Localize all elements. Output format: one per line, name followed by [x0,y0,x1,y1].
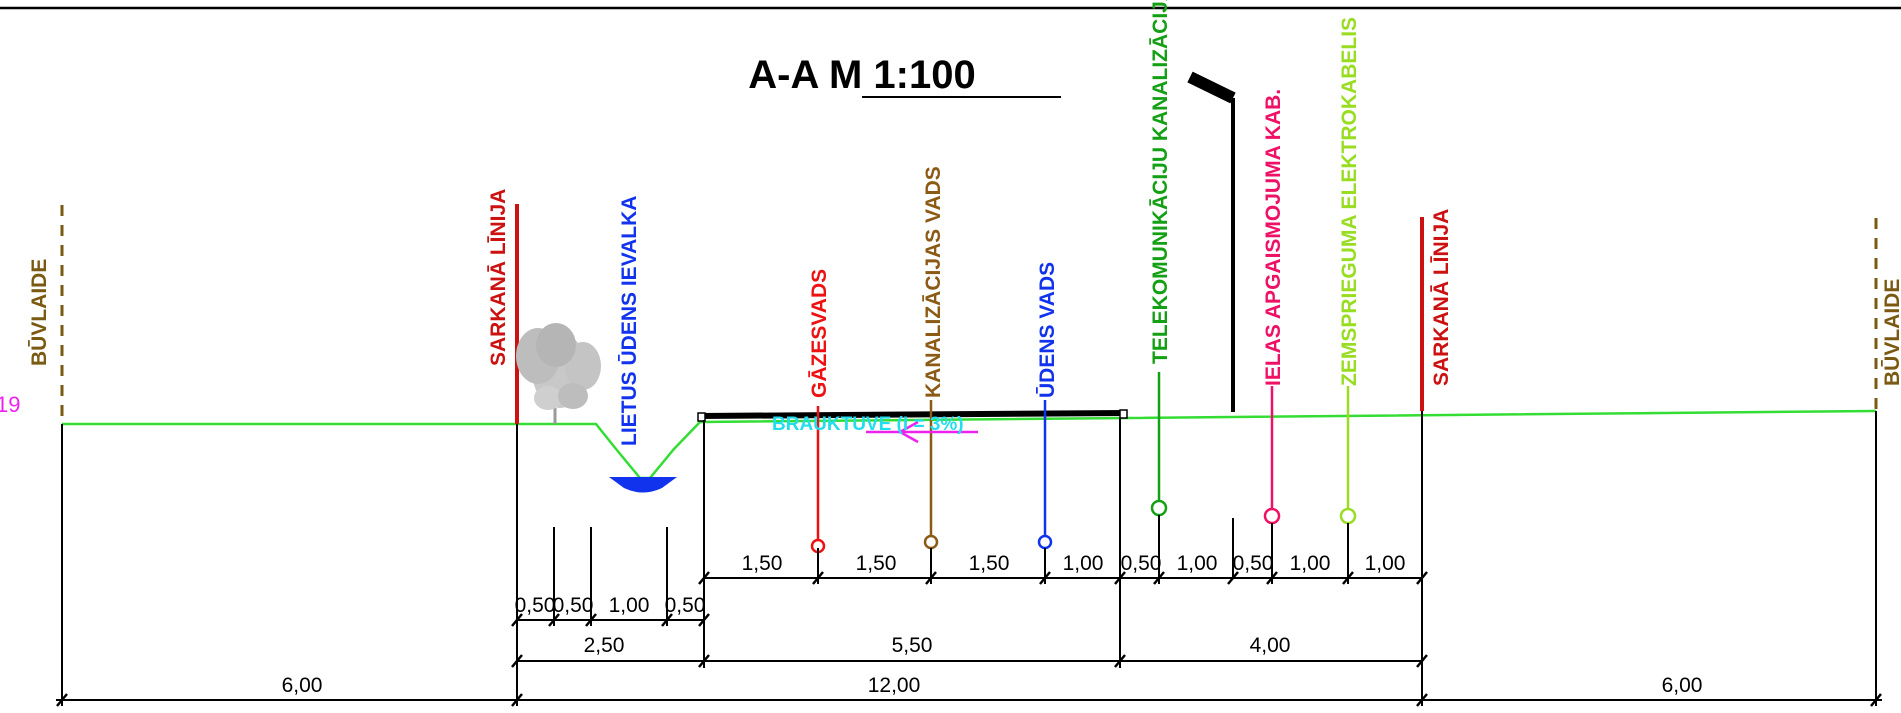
brauktuve-label: BRAUKTUVE (I = 3%) [772,414,964,435]
tree-icon [516,323,601,424]
dimension-row-4 [56,693,1882,707]
dim-text: 1,00 [1290,552,1331,575]
street-lamp-icon [1187,71,1236,412]
dim-text: 0,50 [553,594,594,617]
lighting-cable [1263,386,1281,525]
dimension-row-2 [511,613,710,627]
dimension-row-3 [511,654,1428,668]
dim-text: 1,50 [856,552,897,575]
dimension-row-1 [698,515,1428,585]
dim-text: 5,50 [892,634,933,657]
dim-text: 1,00 [1177,552,1218,575]
label-buvlaide-right: BŪVLAIDE [1881,279,1901,386]
dim-text: 1,50 [969,552,1010,575]
dim-text: 1,50 [742,552,783,575]
edge-mark-text: 19 [0,392,20,417]
label-sarkana-linija-left: SARKANĀ LĪNIJA [487,189,510,366]
dim-text: 0,50 [665,594,706,617]
label-zemsprieguma: ZEMSPRIEGUMA ELEKTROKABELIS [1338,17,1361,386]
dim-text: 6,00 [282,674,323,697]
label-udens-vads: ŪDENS VADS [1036,262,1059,398]
label-lietus-udens: LIETUS ŪDENS IEVALKA [618,196,641,446]
dim-text: 4,00 [1250,634,1291,657]
dim-text: 6,00 [1662,674,1703,697]
dim-text: 1,00 [1365,552,1406,575]
extension-lines [61,411,1877,706]
telecom-duct [1150,372,1168,517]
ground-line [62,409,1877,480]
label-kanalizacijas: KANALIZĀCIJAS VADS [922,166,945,398]
label-buvlaide-left: BŪVLAIDE [28,259,51,366]
dim-text: 0,50 [1233,552,1274,575]
label-gazesvads: GĀZESVADS [808,269,831,398]
dim-text: 0,50 [1121,552,1162,575]
low-voltage-cable [1339,386,1357,525]
dim-text: 2,50 [584,634,625,657]
dim-text: 1,00 [1063,552,1104,575]
label-sarkana-linija-right: SARKANĀ LĪNIJA [1430,209,1453,386]
dim-text: 0,50 [515,594,556,617]
water-pipe [1037,400,1053,550]
label-ielas-apgaismojuma: IELAS APGAISMOJUMA KAB. [1262,89,1285,386]
dim-text: 12,00 [868,674,921,697]
ditch-water [609,477,677,493]
slope-arrow-icon [866,420,978,444]
dim-text: 1,00 [609,594,650,617]
roadway-surface [697,409,1128,422]
section-title: A-A M 1:100 [748,53,975,97]
label-telekom: TELEKOMUNIKĀCIJU KANALIZĀCIJA [1149,0,1172,364]
